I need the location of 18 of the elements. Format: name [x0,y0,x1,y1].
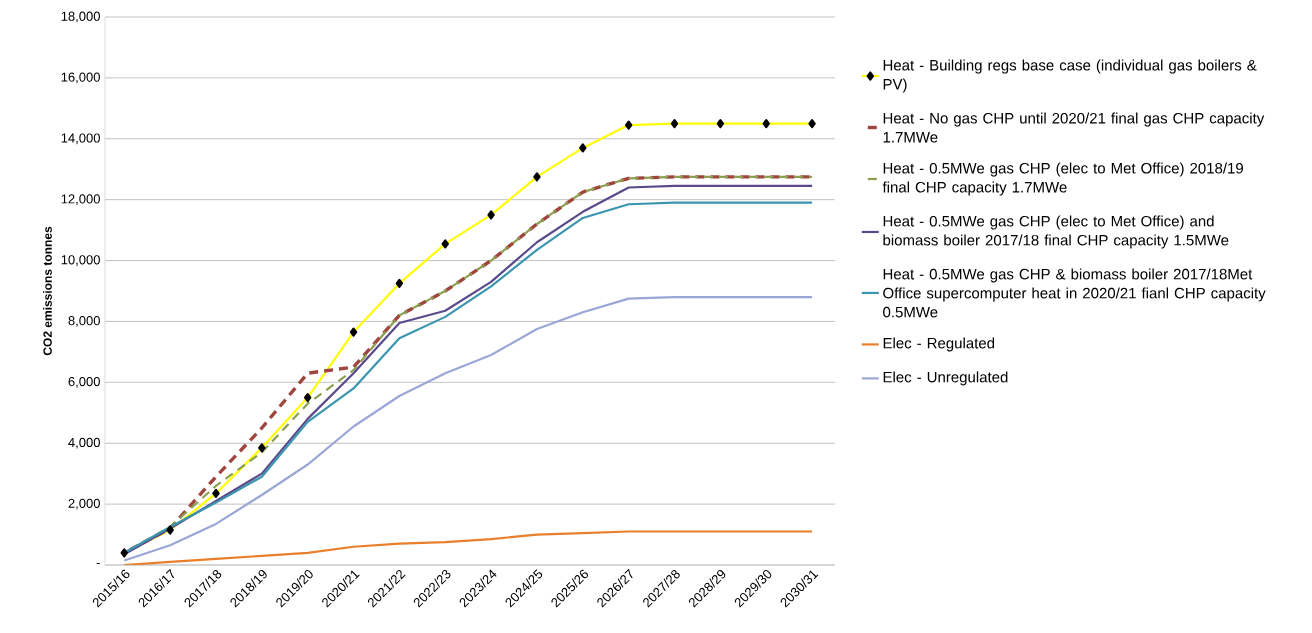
y-tick-label: 6,000 [68,376,100,388]
y-tick-label: 10,000 [61,255,100,266]
legend-label: Heat - No gas CHP until 2020/21 final gas CHP capacity 1.7MWe [883,112,1265,143]
legend-label: Heat - 0.5MWe gas CHP & biomass boiler 2017/18Met Office supercomputer heat in 2020/21 fianl CHP capacity 0.5MWe [883,268,1266,318]
y-tick-label: 2,000 [68,498,100,510]
y-tick-label: - [96,563,100,565]
legend-label: Elec - Regulated [883,337,995,352]
legend-label: Heat - 0.5MWe gas CHP (elec to Met Office) 2018/19 final CHP capacity 1.7MWe [882,162,1243,196]
y-tick-label: 4,000 [68,437,100,449]
y-tick-label: 18,000 [61,11,100,23]
y-axis-title: CO2 emissions tonnes [43,226,52,356]
y-tick-label: 16,000 [61,72,100,84]
y-tick-label: 8,000 [68,316,100,327]
legend-label: Heat - Building regs base case (individual gas boilers & PV) [883,59,1257,93]
legend-label: Elec - Unregulated [883,371,1008,386]
y-tick-label: 12,000 [61,194,100,206]
y-tick-label: 14,000 [61,133,100,145]
legend-label: Heat - 0.5MWe gas CHP (elec to Met Office) and biomass boiler 2017/18 final CHP capacity 1.5MWe [883,215,1229,249]
